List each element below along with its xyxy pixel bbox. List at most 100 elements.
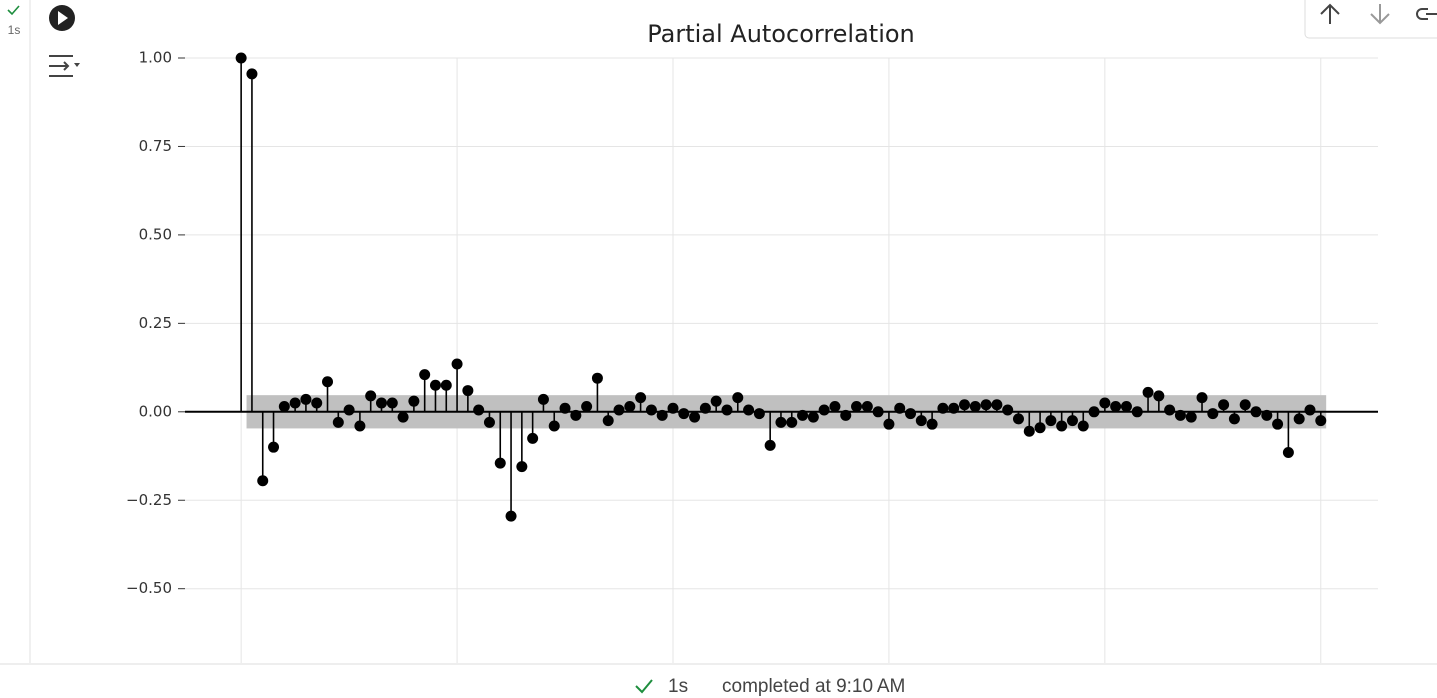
marker (764, 439, 776, 451)
marker (570, 409, 582, 421)
marker (483, 416, 495, 428)
marker (786, 416, 798, 428)
pacf-plot: Partial Autocorrelation 1.00 0.75 0.50 0.25… (126, 20, 1378, 663)
output-menu[interactable] (49, 55, 80, 77)
status-time: 1s (668, 676, 688, 697)
marker (548, 420, 560, 432)
marker (980, 399, 992, 411)
marker (721, 404, 733, 416)
marker (1261, 409, 1273, 421)
marker (365, 390, 377, 402)
marker (246, 68, 258, 80)
marker (473, 404, 485, 416)
marker (1250, 406, 1262, 418)
marker (581, 400, 593, 412)
marker (1153, 390, 1165, 402)
marker (926, 418, 938, 430)
marker (419, 369, 431, 381)
marker (829, 400, 841, 412)
marker (1218, 399, 1230, 411)
marker (354, 420, 366, 432)
marker (1228, 413, 1240, 425)
marker (300, 393, 312, 405)
marker (1315, 415, 1327, 427)
marker (1012, 413, 1024, 425)
marker (1099, 397, 1111, 409)
run-button[interactable] (49, 5, 75, 31)
marker (268, 441, 280, 453)
move-down[interactable] (1370, 4, 1390, 25)
marker (678, 408, 690, 420)
y-tick-label: −0.50 (126, 579, 172, 597)
marker (1142, 386, 1154, 398)
marker (1056, 420, 1068, 432)
marker (753, 408, 765, 420)
marker (1293, 413, 1305, 425)
marker (991, 399, 1003, 411)
marker (1034, 422, 1046, 434)
marker (840, 409, 852, 421)
done-check (7, 5, 20, 16)
marker (462, 385, 474, 397)
marker (958, 399, 970, 411)
marker (743, 404, 755, 416)
marker (915, 415, 927, 427)
marker (937, 402, 949, 414)
marker (1131, 406, 1143, 418)
marker (851, 400, 863, 412)
marker (861, 400, 873, 412)
marker (289, 397, 301, 409)
marker (1077, 420, 1089, 432)
marker (894, 402, 906, 414)
link[interactable] (1416, 8, 1437, 20)
marker (397, 411, 409, 423)
marker (883, 418, 895, 430)
marker (1282, 446, 1294, 458)
marker (602, 415, 614, 427)
marker (1164, 404, 1176, 416)
marker (591, 372, 603, 384)
marker (527, 432, 539, 444)
status-message: completed at 9:10 AM (722, 676, 905, 697)
marker (905, 408, 917, 420)
marker (332, 416, 344, 428)
marker (322, 376, 334, 388)
marker (1239, 399, 1251, 411)
marker (537, 393, 549, 405)
marker (257, 475, 269, 487)
marker (710, 395, 722, 407)
chart-title: Partial Autocorrelation (647, 20, 915, 48)
marker (451, 358, 463, 370)
y-tick-label: 1.00 (139, 49, 172, 67)
marker (1023, 425, 1035, 437)
move-up[interactable] (1320, 3, 1340, 24)
marker (1066, 415, 1078, 427)
marker (624, 400, 636, 412)
marker (948, 402, 960, 414)
marker (505, 510, 517, 522)
marker (1272, 418, 1284, 430)
marker (235, 52, 247, 64)
marker (1110, 400, 1122, 412)
marker (429, 379, 441, 391)
y-tick-label: 0.50 (139, 225, 172, 243)
marker (613, 404, 625, 416)
marker (775, 416, 787, 428)
marker (797, 409, 809, 421)
marker (645, 404, 657, 416)
exec-time: 1s (8, 23, 21, 37)
marker (440, 379, 452, 391)
marker (343, 404, 355, 416)
marker (494, 457, 506, 469)
marker (1002, 404, 1014, 416)
y-tick-label: −0.25 (126, 491, 172, 509)
cell-toolbar (1304, 0, 1437, 39)
marker (807, 411, 819, 423)
marker (969, 400, 981, 412)
marker (516, 461, 528, 473)
marker (689, 411, 701, 423)
marker (818, 404, 830, 416)
marker (635, 392, 647, 404)
